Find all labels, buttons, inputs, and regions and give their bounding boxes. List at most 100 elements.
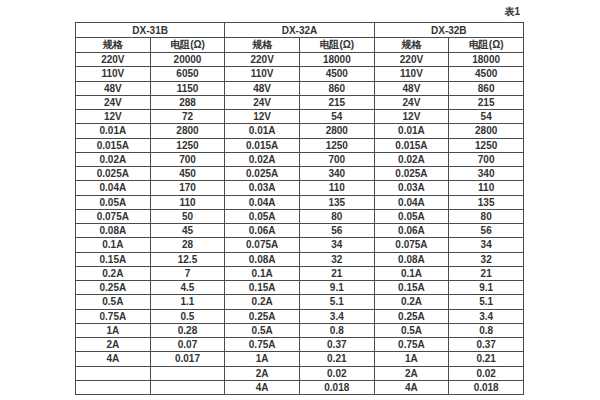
resistance-cell: 700: [150, 152, 225, 166]
page: 表1 DX-31BDX-32ADX-32B 规格电阻(Ω)规格电阻(Ω)规格电阻…: [0, 0, 600, 400]
spec-cell: 0.5A: [76, 295, 151, 309]
table-row: 48V115048V86048V860: [76, 81, 524, 95]
spec-cell: 0.75A: [225, 338, 300, 352]
resistance-cell: 1150: [150, 81, 225, 95]
resistance-cell: 2800: [449, 124, 524, 138]
spec-cell: 0.025A: [76, 167, 151, 181]
spec-cell: 0.25A: [225, 309, 300, 323]
table-row: 0.08A450.06A560.06A56: [76, 224, 524, 238]
resistance-cell: [150, 380, 225, 394]
spec-cell: 0.05A: [225, 209, 300, 223]
resistance-cell: 215: [299, 95, 374, 109]
resistance-cell: 6050: [150, 67, 225, 81]
spec-cell: 0.015A: [225, 138, 300, 152]
spec-cell: 0.1A: [225, 266, 300, 280]
spec-cell: 0.06A: [374, 224, 449, 238]
table-row: 0.2A70.1A210.1A21: [76, 266, 524, 280]
spec-cell: 0.08A: [225, 252, 300, 266]
resistance-cell: 0.07: [150, 338, 225, 352]
spec-cell: 0.5A: [374, 323, 449, 337]
spec-cell: 0.075A: [225, 238, 300, 252]
resistance-cell: 110: [150, 195, 225, 209]
resistance-cell: 9.1: [449, 281, 524, 295]
spec-cell: 0.025A: [374, 167, 449, 181]
resistance-cell: 0.8: [299, 323, 374, 337]
spec-cell: 220V: [225, 53, 300, 67]
spec-cell: 0.03A: [374, 181, 449, 195]
spec-cell: 2A: [374, 366, 449, 380]
table-row: 220V20000220V18000220V18000: [76, 53, 524, 67]
spec-cell: 110V: [76, 67, 151, 81]
resistance-cell: 34: [299, 238, 374, 252]
spec-cell: 0.5A: [225, 323, 300, 337]
table-row: 24V28824V21524V215: [76, 95, 524, 109]
resistance-column-header: 电阻(Ω): [299, 38, 374, 53]
resistance-cell: 28: [150, 238, 225, 252]
resistance-cell: 135: [449, 195, 524, 209]
table-row: 0.02A7000.02A7000.02A700: [76, 152, 524, 166]
spec-cell: 0.08A: [76, 224, 151, 238]
resistance-cell: 4.5: [150, 281, 225, 295]
resistance-cell: 80: [299, 209, 374, 223]
resistance-cell: 32: [299, 252, 374, 266]
table-row: 0.5A1.10.2A5.10.2A5.1: [76, 295, 524, 309]
resistance-cell: [150, 366, 225, 380]
spec-cell: 0.04A: [76, 181, 151, 195]
spec-cell: 0.02A: [225, 152, 300, 166]
table-row: 1A0.280.5A0.80.5A0.8: [76, 323, 524, 337]
spec-cell: 220V: [76, 53, 151, 67]
resistance-cell: 340: [449, 167, 524, 181]
resistance-cell: 18000: [299, 53, 374, 67]
spec-cell: 1A: [225, 352, 300, 366]
spec-cell: 4A: [76, 352, 151, 366]
spec-cell: 48V: [76, 81, 151, 95]
resistance-cell: 0.37: [449, 338, 524, 352]
table-head: DX-31BDX-32ADX-32B 规格电阻(Ω)规格电阻(Ω)规格电阻(Ω): [76, 23, 524, 53]
spec-cell: 4A: [374, 380, 449, 394]
resistance-cell: 1250: [449, 138, 524, 152]
spec-cell: 12V: [76, 110, 151, 124]
resistance-cell: 0.5: [150, 309, 225, 323]
resistance-cell: 215: [449, 95, 524, 109]
spec-cell: 0.75A: [76, 309, 151, 323]
table-row: 12V7212V5412V54: [76, 110, 524, 124]
resistance-cell: 700: [449, 152, 524, 166]
resistance-cell: 4500: [449, 67, 524, 81]
resistance-cell: 170: [150, 181, 225, 195]
spec-cell: 0.01A: [374, 124, 449, 138]
section-header-DX-32A: DX-32A: [225, 23, 374, 38]
spec-column-header: 规格: [225, 38, 300, 53]
table-row: 0.04A1700.03A1100.03A110: [76, 181, 524, 195]
resistance-cell: 0.017: [150, 352, 225, 366]
spec-cell: 2A: [76, 338, 151, 352]
table-row: 0.75A0.50.25A3.40.25A3.4: [76, 309, 524, 323]
resistance-cell: 21: [299, 266, 374, 280]
resistance-cell: 45: [150, 224, 225, 238]
resistance-cell: 0.02: [299, 366, 374, 380]
section-header-row: DX-31BDX-32ADX-32B: [76, 23, 524, 38]
table-row: 110V6050110V4500110V4500: [76, 67, 524, 81]
resistance-cell: 1.1: [150, 295, 225, 309]
resistance-column-header: 电阻(Ω): [150, 38, 225, 53]
resistance-cell: 0.28: [150, 323, 225, 337]
table-body: 220V20000220V18000220V18000110V6050110V4…: [76, 53, 524, 395]
spec-cell: 1A: [374, 352, 449, 366]
resistance-cell: 4500: [299, 67, 374, 81]
resistance-cell: 5.1: [299, 295, 374, 309]
spec-cell: 0.075A: [76, 209, 151, 223]
resistance-column-header: 电阻(Ω): [449, 38, 524, 53]
section-header-DX-31B: DX-31B: [76, 23, 225, 38]
spec-cell: 0.2A: [225, 295, 300, 309]
spec-cell: 0.04A: [374, 195, 449, 209]
resistance-cell: 34: [449, 238, 524, 252]
spec-cell: 0.03A: [225, 181, 300, 195]
spec-cell: 0.04A: [225, 195, 300, 209]
spec-cell: 0.01A: [225, 124, 300, 138]
resistance-cell: 0.37: [299, 338, 374, 352]
spec-cell: 0.02A: [76, 152, 151, 166]
resistance-cell: 2800: [299, 124, 374, 138]
spec-cell: 0.25A: [374, 309, 449, 323]
spec-cell: 0.025A: [225, 167, 300, 181]
spec-column-header: 规格: [374, 38, 449, 53]
spec-cell: 0.2A: [76, 266, 151, 280]
